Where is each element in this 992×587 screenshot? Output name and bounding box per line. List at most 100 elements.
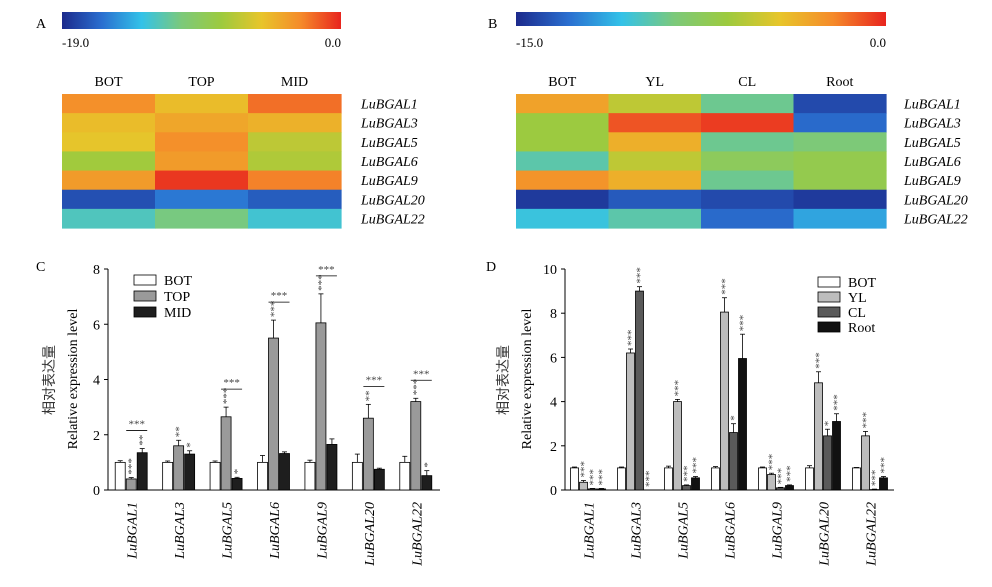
significance-mark: *: [185, 442, 197, 448]
bar-root: [832, 421, 841, 491]
y-tick-label: 4: [550, 396, 557, 411]
heatmap-cell: [793, 151, 887, 172]
heatmap-cell: [793, 208, 887, 229]
panel-letter-d: D: [486, 260, 496, 275]
bar-top: [315, 322, 327, 491]
heatmap-cell: [516, 208, 610, 229]
heatmap-a-column-labels: BOT TOP MID: [95, 75, 309, 90]
bar-yl: [579, 481, 588, 491]
significance-mark: ***: [861, 412, 873, 429]
heatmap-cell: [516, 113, 610, 133]
y-tick-label: 6: [550, 351, 557, 366]
significance-mark: ***: [316, 274, 328, 291]
colorbar-a-min-label: -19.0: [62, 35, 89, 50]
significance-mark: *: [729, 415, 741, 421]
bracket-label: ***: [223, 377, 240, 389]
bar-yl: [767, 474, 776, 491]
bracket-label: ***: [366, 374, 383, 386]
row-label-lubgal5: LuBGAL5: [903, 136, 961, 151]
significance-mark: *: [823, 421, 835, 427]
heatmap-cell: [516, 170, 610, 191]
heatmap-cell: [701, 170, 795, 191]
category-label-lubgal6: LuBGAL6: [268, 502, 283, 560]
heatmap-cell: [793, 132, 887, 153]
heatmap-cell: [62, 170, 156, 191]
significance-mark: **: [174, 426, 186, 437]
row-label-lubgal20: LuBGAL20: [903, 193, 968, 208]
heatmap-cell: [155, 151, 249, 172]
significance-mark: ***: [738, 315, 750, 332]
category-label-lubgal22: LuBGAL22: [865, 502, 880, 567]
bracket-label: ***: [271, 290, 288, 302]
row-label-lubgal1: LuBGAL1: [360, 98, 418, 113]
heatmap-b-column-labels: BOT YL CL Root: [548, 75, 853, 90]
heatmap-cell: [793, 170, 887, 191]
bar-cl: [776, 487, 785, 491]
heatmap-cell: [248, 189, 342, 210]
category-label-lubgal22: LuBGAL22: [410, 502, 425, 567]
heatmap-cell: [62, 208, 156, 229]
row-label-lubgal6: LuBGAL6: [360, 155, 418, 170]
y-tick-label: 0: [550, 484, 557, 499]
heatmap-cell: [608, 132, 702, 153]
heatmap-cell: [608, 94, 702, 114]
legend-label-bot: BOT: [848, 276, 876, 291]
significance-mark: ***: [785, 465, 797, 482]
significance-mark: ***: [635, 267, 647, 284]
heatmap-panel-a: -19.0 0.0 BOT TOP MID LuBGAL1LuBGAL3LuBGAL…: [62, 12, 425, 229]
legend-swatch-bot: [817, 276, 841, 288]
heatmap-cell: [248, 94, 342, 114]
bar-cl: [682, 485, 691, 491]
bar-bot: [805, 467, 814, 491]
legend-label-mid: MID: [164, 306, 191, 321]
c-ylabel-cn: 相对表达量: [42, 345, 58, 415]
bar-yl: [626, 352, 635, 491]
column-label-mid: MID: [281, 75, 308, 90]
heatmap-cell: [155, 132, 249, 153]
bar-bot: [257, 461, 268, 491]
heatmap-cell: [248, 170, 342, 191]
bar-yl: [673, 401, 682, 491]
bar-top: [125, 478, 137, 491]
y-tick-label: 2: [550, 440, 557, 455]
significance-mark: *: [422, 462, 434, 468]
column-label-top: TOP: [188, 75, 214, 90]
bar-bot: [664, 467, 673, 491]
heatmap-b-row-labels: LuBGAL1 LuBGAL3 LuBGAL5 LuBGAL6 LuBGAL9 LuBGA…: [903, 98, 968, 228]
category-label-lubgal5: LuBGAL5: [677, 502, 692, 560]
legend-label-yl: YL: [848, 291, 867, 306]
significance-mark: ***: [776, 468, 788, 485]
heatmap-cell: [516, 151, 610, 172]
bar-yl: [861, 435, 870, 491]
bar-mid: [326, 444, 338, 491]
heatmap-cell: [516, 94, 610, 114]
heatmap-cell: [516, 132, 610, 153]
heatmap-cell: [155, 189, 249, 210]
significance-mark: *: [232, 469, 244, 475]
significance-mark: ***: [832, 394, 844, 411]
bar-top: [220, 416, 232, 491]
bar-bot: [570, 467, 579, 491]
significance-mark: ***: [588, 469, 600, 486]
bar-mid: [231, 477, 243, 491]
significance-mark: ***: [682, 465, 694, 482]
y-tick-label: 6: [93, 318, 100, 333]
bar-cl: [588, 488, 597, 491]
heatmap-cell: [62, 189, 156, 210]
row-label-lubgal20: LuBGAL20: [360, 193, 425, 208]
legend-swatch-root: [817, 321, 841, 333]
bar-bot: [617, 467, 626, 491]
legend-swatch-cl: [817, 306, 841, 318]
bar-root: [738, 358, 747, 491]
bar-mid: [373, 468, 385, 491]
y-tick-label: 10: [543, 263, 557, 278]
heatmap-cell: [793, 189, 887, 210]
legend-swatch-bot: [133, 274, 157, 286]
heatmap-cell: [608, 113, 702, 133]
bar-bot: [351, 461, 363, 491]
heatmap-cell: [516, 189, 610, 210]
row-label-lubgal6: LuBGAL6: [903, 155, 961, 170]
heatmap-cell: [701, 113, 795, 133]
colorbar-b-max-label: 0.0: [870, 35, 886, 50]
category-label-lubgal6: LuBGAL6: [724, 502, 739, 560]
